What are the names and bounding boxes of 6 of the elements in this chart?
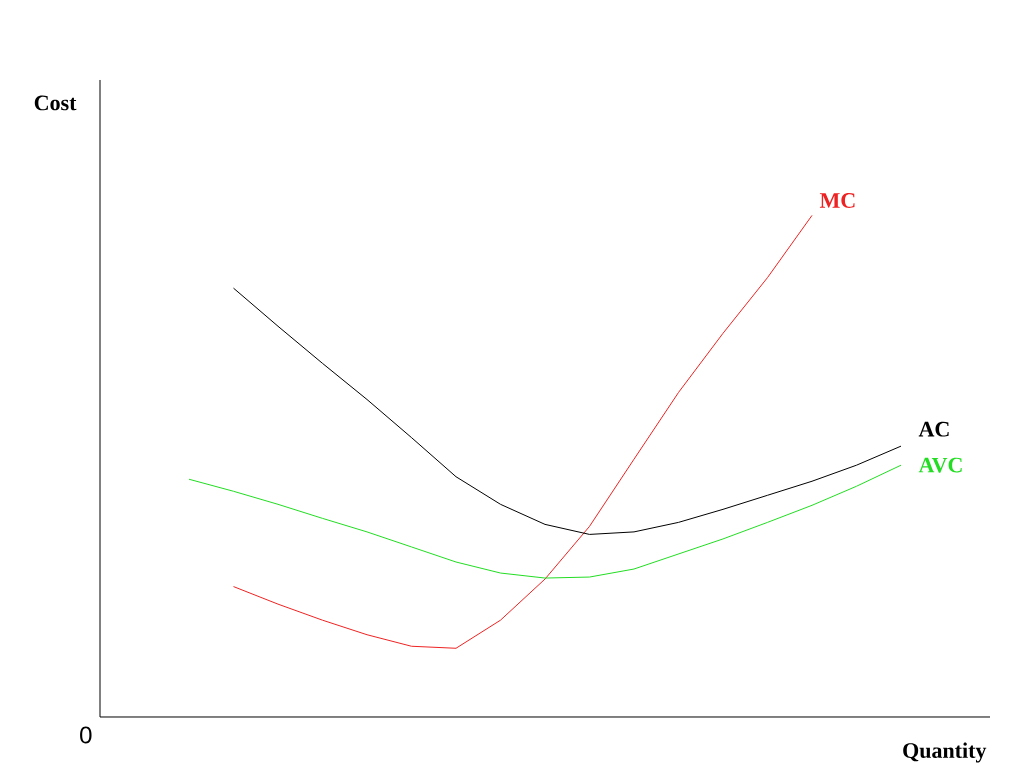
series-label: AC: [918, 421, 949, 437]
text: 0: [80, 726, 92, 744]
series-label: AVC: [918, 457, 962, 473]
y-axis-title: Cost: [34, 95, 77, 111]
series-label: MC: [819, 193, 855, 208]
x-axis-title: Quantity: [903, 742, 987, 763]
